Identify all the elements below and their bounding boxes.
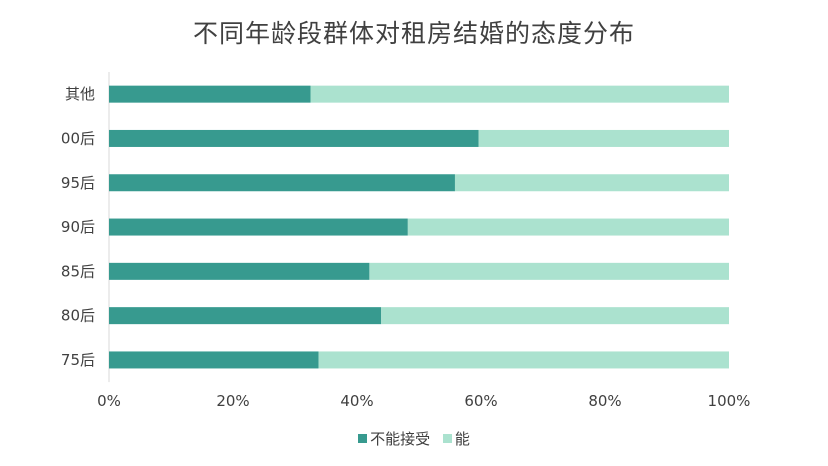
category-label: 85后 [61, 262, 95, 280]
bar-segment-unacceptable [109, 262, 370, 280]
x-tick-label: 0% [97, 392, 121, 410]
bar-segment-unacceptable [109, 129, 479, 147]
category-label: 其他 [65, 85, 95, 103]
legend-label-unacceptable: 不能接受 [370, 430, 431, 448]
bar-segment-acceptable [318, 351, 729, 369]
bar-segment-acceptable [381, 307, 729, 325]
category-label: 90后 [61, 218, 95, 236]
legend-swatch-unacceptable [358, 434, 368, 443]
bar-segment-unacceptable [109, 174, 455, 192]
bar-segment-acceptable [369, 262, 729, 280]
category-label: 75后 [61, 351, 95, 369]
bar-segment-unacceptable [109, 307, 382, 325]
bar-segment-acceptable [310, 85, 729, 103]
x-tick-label: 80% [588, 392, 621, 410]
legend-item-acceptable: 能 [442, 428, 470, 449]
x-tick-label: 40% [340, 392, 373, 410]
x-tick-label: 60% [464, 392, 497, 410]
bar-segment-unacceptable [109, 351, 319, 369]
legend-item-unacceptable: 不能接受 [358, 428, 430, 449]
chart-title: 不同年龄段群体对租房结婚的态度分布 [192, 19, 635, 48]
x-tick-label: 100% [708, 392, 751, 410]
category-label: 00后 [61, 129, 95, 147]
category-label: 95后 [61, 174, 95, 192]
bar-segment-acceptable [454, 174, 729, 192]
bar-segment-acceptable [478, 129, 729, 147]
bar-segment-acceptable [407, 218, 729, 236]
legend-label-acceptable: 能 [454, 430, 470, 448]
x-tick-label: 20% [216, 392, 249, 410]
legend: 不能接受 能 [0, 428, 828, 449]
category-label: 80后 [61, 307, 95, 325]
legend-swatch-acceptable [442, 434, 452, 443]
bar-segment-unacceptable [109, 218, 408, 236]
bar-segment-unacceptable [109, 85, 311, 103]
